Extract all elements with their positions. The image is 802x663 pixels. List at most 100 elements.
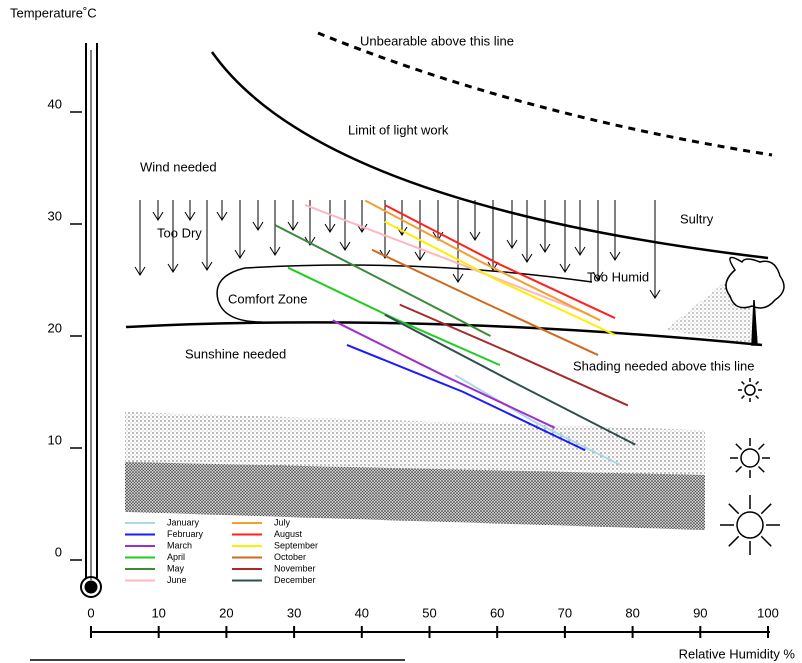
wind-arrow-head [379, 249, 391, 259]
sun-ray [757, 443, 765, 451]
sun [736, 511, 764, 539]
annotation: Too Humid [587, 269, 649, 284]
wind-arrow-head [649, 289, 661, 299]
wind-arrow-head [167, 263, 179, 273]
annotation: Wind needed [140, 159, 217, 174]
wind-arrow-head [609, 251, 621, 261]
wind-arrow-head [452, 273, 464, 283]
x-tick-label: 60 [490, 605, 504, 620]
wind-arrow-head [339, 241, 351, 251]
wind-arrow-head [506, 239, 518, 249]
sun-ray [740, 380, 745, 385]
legend-label: December [274, 575, 316, 585]
thermometer [80, 43, 102, 598]
wind-arrow-head [521, 253, 533, 263]
annotation: Comfort Zone [228, 291, 307, 306]
x-tick-label: 0 [87, 605, 94, 620]
legend-label: November [274, 563, 316, 573]
x-tick-label: 40 [355, 605, 369, 620]
wind-arrow-head [287, 221, 299, 231]
annotation: Unbearable above this line [360, 33, 514, 48]
shading-line [125, 321, 763, 347]
shading-band [125, 462, 705, 530]
shading-band [125, 412, 705, 478]
sun-ray [755, 380, 760, 385]
comfort-zone [216, 264, 593, 323]
wind-arrow-head [324, 223, 336, 233]
wind-arrow-head [469, 231, 481, 241]
sun [740, 448, 760, 468]
wind-arrow-head [184, 211, 196, 221]
sun-icons [720, 378, 780, 555]
wind-arrow-head [152, 211, 164, 221]
month-line [399, 303, 629, 407]
wind-arrow-head [539, 243, 551, 253]
x-axis-label: Relative Humidity % [679, 646, 796, 661]
tree [725, 256, 785, 346]
sun-ray [735, 465, 743, 473]
sun-ray [728, 535, 740, 547]
wind-arrow-head [487, 261, 499, 271]
wind-arrow-head [574, 246, 586, 256]
wind-arrow-head [356, 223, 368, 233]
annotation: Limit of light work [348, 122, 449, 137]
sun-ray [760, 535, 772, 547]
legend-label: March [167, 540, 192, 550]
annotation: Too Dry [157, 225, 202, 240]
sun-ray [735, 443, 743, 451]
month-line [384, 313, 636, 446]
month-line [371, 248, 599, 356]
legend-label: April [167, 552, 185, 562]
wind-arrow-head [592, 271, 604, 281]
light-work-line [210, 51, 769, 260]
wind-arrow-head [252, 221, 264, 231]
x-tick-label: 10 [151, 605, 165, 620]
wind-arrow-head [414, 251, 426, 261]
sun-ray [740, 395, 745, 400]
wind-arrow-head [216, 211, 228, 221]
month-line [274, 224, 491, 337]
x-tick-label: 90 [693, 605, 707, 620]
annotation: Sultry [680, 211, 714, 226]
month-line [346, 344, 586, 452]
month-line [332, 319, 556, 429]
legend-label: February [167, 529, 204, 539]
wind-arrow-head [234, 249, 246, 259]
y-tick-label: 20 [48, 320, 62, 335]
annotation: Shading needed above this line [573, 358, 754, 373]
wind-arrow-head [134, 266, 146, 276]
annotation: Sunshine needed [185, 346, 286, 361]
x-tick-label: 100 [757, 605, 779, 620]
x-tick-label: 20 [219, 605, 233, 620]
sun-ray [728, 503, 740, 515]
legend-label: May [167, 563, 185, 573]
y-tick-label: 0 [55, 544, 62, 559]
wind-arrow-head [304, 236, 316, 246]
wind-arrow-head [559, 263, 571, 273]
month-line [454, 374, 621, 466]
sun-ray [755, 395, 760, 400]
wind-arrow-head [201, 261, 213, 271]
sun-ray [757, 465, 765, 473]
y-tick-label: 10 [48, 432, 62, 447]
y-tick-label: 40 [48, 96, 62, 111]
wind-arrow-head [269, 246, 281, 256]
sun [744, 384, 756, 396]
month-line [384, 204, 616, 319]
legend-label: August [274, 529, 303, 539]
legend-label: January [167, 517, 200, 527]
month-line [384, 220, 616, 336]
legend-label: October [274, 552, 306, 562]
month-line [364, 199, 601, 322]
x-tick-label: 30 [287, 605, 301, 620]
sun-ray [760, 503, 772, 515]
month-line [304, 204, 591, 316]
month-line [287, 266, 501, 367]
x-tick-label: 50 [422, 605, 436, 620]
y-tick-label: 30 [48, 208, 62, 223]
wind-arrows [134, 200, 661, 299]
legend-label: June [167, 575, 187, 585]
legend-label: September [274, 540, 318, 550]
x-tick-label: 80 [625, 605, 639, 620]
